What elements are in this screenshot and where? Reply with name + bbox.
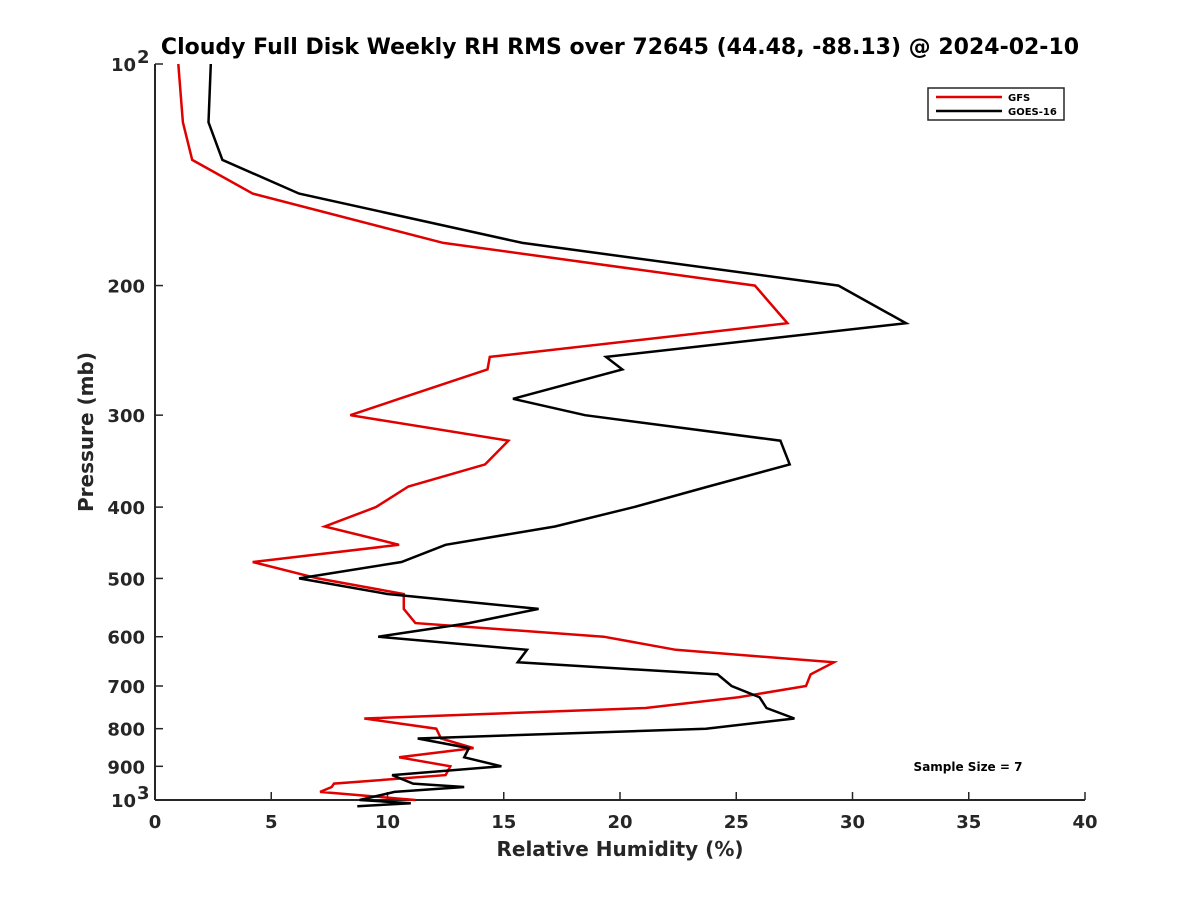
x-axis-label: Relative Humidity (%) — [496, 837, 743, 861]
y-tick-label: 300 — [107, 406, 145, 427]
chart-title: Cloudy Full Disk Weekly RH RMS over 7264… — [161, 35, 1079, 60]
y-tick-label: 500 — [107, 569, 145, 590]
y-tick-label: 900 — [107, 757, 145, 778]
x-ticks: 0 5 10 15 20 25 30 35 40 — [149, 792, 1098, 833]
y-axis-label: Pressure (mb) — [74, 352, 98, 512]
sample-size-annotation: Sample Size = 7 — [914, 760, 1023, 774]
series-lines — [177, 63, 911, 808]
x-tick-label: 0 — [149, 812, 162, 833]
axes — [154, 64, 1085, 801]
legend-label-goes16: GOES-16 — [1008, 107, 1057, 118]
x-tick-label: 5 — [265, 812, 278, 833]
series-line-goes16 — [207, 63, 911, 808]
y-tick-exponent: 3 — [137, 783, 150, 804]
y-tick-label: 800 — [107, 720, 145, 741]
legend: GFS GOES-16 — [927, 87, 1065, 121]
y-tick-label: 10 — [111, 55, 136, 76]
y-tick-label: 10 — [111, 791, 136, 812]
legend-label-gfs: GFS — [1008, 93, 1030, 104]
x-tick-label: 20 — [607, 812, 632, 833]
x-tick-label: 15 — [491, 812, 516, 833]
y-tick-label: 400 — [107, 498, 145, 519]
x-tick-label: 40 — [1072, 812, 1097, 833]
x-tick-label: 10 — [375, 812, 400, 833]
y-tick-exponent: 2 — [137, 47, 150, 68]
series-line-gfs — [177, 63, 839, 802]
y-tick-label: 700 — [107, 677, 145, 698]
x-tick-label: 35 — [956, 812, 981, 833]
y-tick-label: 600 — [107, 628, 145, 649]
x-tick-label: 30 — [840, 812, 865, 833]
x-tick-label: 25 — [724, 812, 749, 833]
y-tick-label: 200 — [107, 277, 145, 298]
legend-box — [927, 87, 1065, 121]
